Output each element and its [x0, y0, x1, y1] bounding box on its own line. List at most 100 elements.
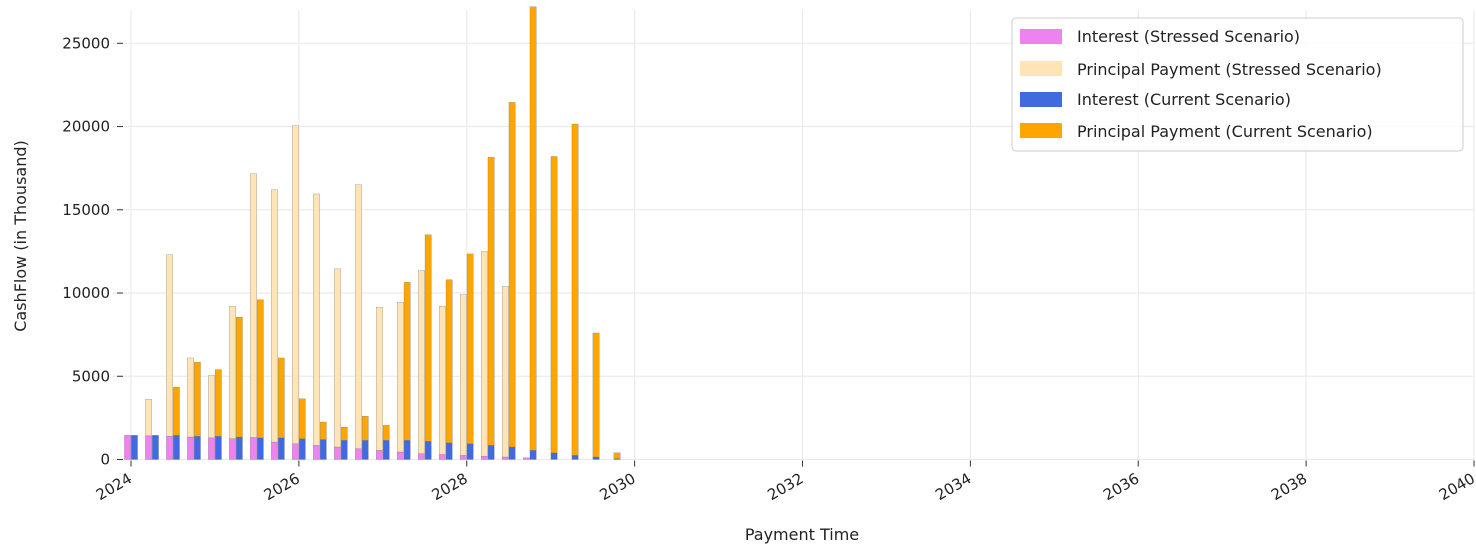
bar-principal-current [215, 370, 221, 437]
bar-interest-stressed [208, 438, 214, 460]
bar-interest-stressed [271, 442, 277, 459]
bar-principal-current [530, 7, 536, 451]
bar-interest-current [278, 438, 284, 460]
bar-interest-stressed [124, 435, 130, 459]
x-tick-label: 2040 [1436, 469, 1476, 504]
bar-principal-current [383, 425, 389, 440]
bar-principal-stressed [439, 306, 445, 454]
x-tick-label: 2032 [764, 469, 806, 504]
bar-interest-stressed [481, 456, 487, 459]
bar-principal-current [614, 453, 620, 459]
bar-interest-current [194, 436, 200, 459]
bar-interest-stressed [397, 452, 403, 459]
legend-swatch-interest-stressed [1020, 29, 1062, 44]
bar-interest-current [383, 440, 389, 459]
bar-principal-current [509, 102, 515, 447]
bar-principal-current [278, 358, 284, 438]
bar-principal-current [299, 399, 305, 439]
bar-principal-current [194, 362, 200, 436]
bar-principal-current [488, 157, 494, 445]
bar-interest-current [152, 435, 158, 459]
bar-interest-current [131, 435, 137, 459]
bar-interest-current [467, 444, 473, 460]
bar-principal-stressed [292, 126, 298, 444]
legend-swatch-principal-current [1020, 123, 1062, 138]
bar-interest-stressed [334, 447, 340, 459]
bar-principal-current [551, 157, 557, 453]
bar-interest-stressed [187, 437, 193, 459]
bar-principal-current [362, 416, 368, 440]
bar-interest-current [488, 445, 494, 459]
bar-interest-stressed [355, 449, 361, 460]
bar-principal-stressed [376, 307, 382, 450]
legend-entry-principal-stressed: Principal Payment (Stressed Scenario) [1077, 60, 1382, 79]
bar-interest-current [404, 440, 410, 459]
bar-interest-current [173, 435, 179, 459]
legend-entry-interest-stressed: Interest (Stressed Scenario) [1077, 27, 1300, 46]
bar-principal-stressed [271, 190, 277, 442]
bar-interest-stressed [418, 454, 424, 460]
y-axis-ticks: 0 5000 10000 15000 20000 25000 [62, 34, 123, 468]
bar-interest-current [593, 457, 599, 459]
bar-principal-stressed [166, 255, 172, 436]
bar-interest-stressed [439, 455, 445, 460]
bar-interest-stressed [229, 439, 235, 460]
y-tick-label: 20000 [62, 118, 110, 136]
legend: Interest (Stressed Scenario) Principal P… [1012, 18, 1463, 151]
bar-principal-current [572, 124, 578, 455]
y-tick-label: 5000 [72, 367, 110, 385]
bar-interest-current [551, 453, 557, 460]
bar-principal-stressed [208, 375, 214, 437]
x-axis-ticks: 2024 2026 2028 2030 2032 2034 2036 2038 2040 [93, 461, 1476, 505]
bar-principal-stressed [145, 399, 151, 436]
bar-principal-stressed [460, 295, 466, 456]
y-axis-label: CashFlow (in Thousand) [11, 140, 30, 332]
bar-principal-current [593, 333, 599, 457]
bar-interest-stressed [166, 436, 172, 459]
x-tick-label: 2034 [932, 469, 974, 504]
bar-interest-stressed [502, 457, 508, 459]
bar-principal-current [446, 280, 452, 443]
bar-principal-current [320, 422, 326, 439]
bar-principal-stressed [229, 306, 235, 438]
x-axis-label: Payment Time [745, 525, 859, 544]
bar-principal-current [341, 427, 347, 440]
bar-interest-current [257, 438, 263, 460]
bar-interest-current [530, 450, 536, 459]
y-tick-label: 15000 [62, 201, 110, 219]
bar-interest-stressed [145, 436, 151, 460]
bar-principal-stressed [502, 286, 508, 457]
bar-interest-current [215, 436, 221, 459]
bar-interest-current [446, 443, 452, 460]
bar-interest-current [320, 440, 326, 460]
x-tick-label: 2030 [597, 469, 639, 504]
bar-principal-stressed [187, 358, 193, 437]
bar-principal-current [173, 387, 179, 435]
legend-entry-principal-current: Principal Payment (Current Scenario) [1077, 122, 1373, 141]
bar-principal-stressed [334, 269, 340, 447]
bar-interest-current [509, 447, 515, 459]
bar-interest-current [341, 440, 347, 459]
bar-interest-stressed [523, 458, 529, 460]
y-tick-label: 0 [100, 451, 110, 469]
x-tick-label: 2028 [429, 469, 471, 504]
bar-principal-current [467, 254, 473, 444]
bar-principal-current [425, 235, 431, 441]
bar-principal-stressed [397, 302, 403, 452]
bar-principal-current [257, 300, 263, 438]
bar-interest-current [362, 440, 368, 459]
bar-principal-stressed [481, 251, 487, 456]
bar-interest-stressed [460, 455, 466, 459]
legend-entry-interest-current: Interest (Current Scenario) [1077, 90, 1291, 109]
bar-interest-current [236, 437, 242, 459]
bar-interest-stressed [313, 445, 319, 459]
y-tick-label: 10000 [62, 284, 110, 302]
bar-principal-stressed [313, 194, 319, 445]
bar-interest-current [572, 455, 578, 459]
bar-interest-current [425, 441, 431, 459]
bar-interest-stressed [292, 444, 298, 460]
bar-principal-stressed [250, 174, 256, 438]
legend-swatch-interest-current [1020, 92, 1062, 107]
bar-principal-stressed [355, 185, 361, 449]
